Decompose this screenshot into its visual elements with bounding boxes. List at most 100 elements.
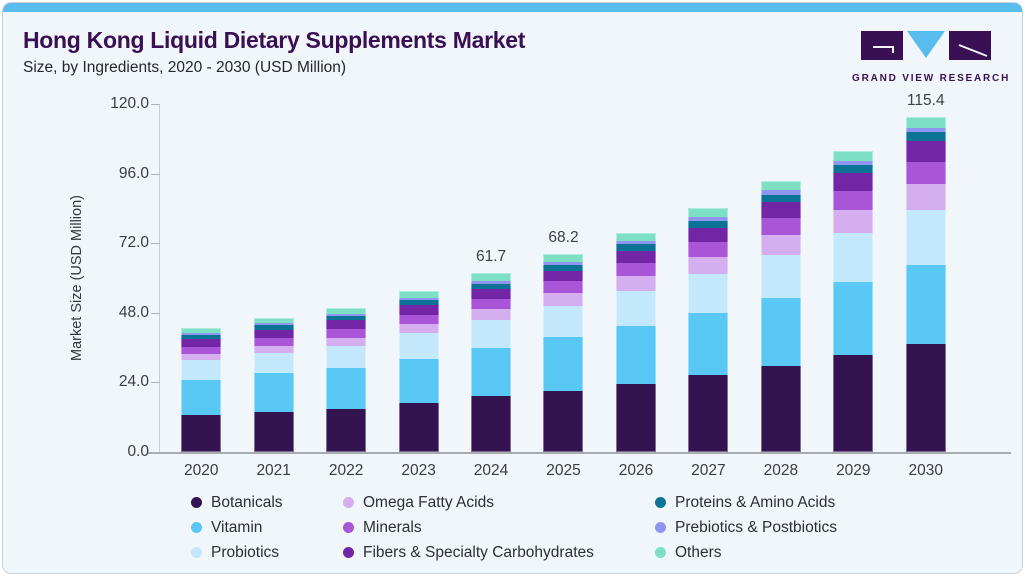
x-tick-label-2029: 2029	[836, 462, 871, 479]
segment-omega-fatty-acids	[398, 324, 439, 334]
segment-prebiotics-postbiotics	[326, 313, 367, 316]
segment-omega-fatty-acids	[471, 309, 512, 320]
segment-others	[688, 208, 729, 217]
x-tick-label-2022: 2022	[328, 462, 364, 479]
segment-proteins-amino-acids	[326, 315, 367, 321]
bar-2026	[615, 232, 656, 453]
segment-omega-fatty-acids	[326, 337, 367, 346]
segment-minerals	[398, 314, 439, 325]
segment-botanicals	[181, 414, 222, 452]
y-tick-label: 48.0	[118, 303, 149, 321]
segment-botanicals	[398, 403, 439, 452]
segment-probiotics	[833, 233, 874, 282]
segment-botanicals	[543, 390, 584, 452]
bar-2030	[905, 117, 946, 452]
segment-vitamin	[688, 313, 729, 376]
segment-minerals	[543, 281, 584, 294]
legend-dot-others	[655, 547, 666, 558]
legend-label: Others	[675, 543, 722, 561]
legend-label: Omega Fatty Acids	[363, 493, 494, 511]
x-tick-label-2027: 2027	[691, 462, 726, 479]
segment-omega-fatty-acids	[833, 210, 874, 234]
segment-omega-fatty-acids	[615, 276, 656, 291]
x-tick-label-2020: 2020	[183, 462, 219, 479]
brand-logo-icon	[861, 31, 991, 60]
segment-proteins-amino-acids	[615, 244, 656, 251]
segment-fibers-specialty-carbohydrates	[688, 227, 729, 242]
segment-prebiotics-postbiotics	[615, 240, 656, 245]
segment-omega-fatty-acids	[905, 183, 946, 210]
bar-2021	[253, 318, 294, 452]
segment-others	[615, 232, 656, 241]
segment-proteins-amino-acids	[760, 194, 801, 203]
x-axis-line	[148, 452, 1011, 454]
legend-dot-minerals	[343, 522, 354, 533]
segment-probiotics	[688, 273, 729, 314]
legend-label: Proteins & Amino Acids	[675, 493, 836, 511]
brand-logo: GRAND VIEW RESEARCH	[852, 29, 1008, 84]
legend-item-minerals: Minerals	[343, 519, 655, 537]
segment-vitamin	[471, 348, 512, 397]
y-tick-label: 72.0	[118, 234, 149, 252]
segment-vitamin	[253, 373, 294, 412]
legend-dot-probiotics	[191, 547, 202, 558]
chart-header: Hong Kong Liquid Dietary Supplements Mar…	[23, 27, 525, 77]
x-tick-label-2026: 2026	[618, 462, 654, 479]
bar-slot-2024: 61.7	[455, 104, 527, 452]
bar-2022	[326, 307, 367, 453]
x-axis-labels: 2020 2021 2022 2023 2024 2025 2026 2027 2028 2029…	[165, 462, 962, 480]
segment-vitamin	[543, 337, 584, 391]
segment-minerals	[688, 241, 729, 257]
bar-2023	[398, 291, 439, 452]
segment-vitamin	[833, 281, 874, 356]
segment-probiotics	[253, 352, 294, 374]
segment-others	[543, 254, 584, 262]
segment-others	[253, 318, 294, 324]
segment-vitamin	[326, 367, 367, 409]
legend-label: Minerals	[363, 518, 422, 536]
segment-omega-fatty-acids	[253, 345, 294, 353]
segment-probiotics	[543, 305, 584, 338]
legend-item-vitamin: Vitamin	[191, 519, 343, 537]
segment-proteins-amino-acids	[181, 334, 222, 339]
legend-dot-omega-fatty-acids	[343, 497, 354, 508]
y-tick-mark	[151, 382, 160, 384]
segment-prebiotics-postbiotics	[181, 332, 222, 335]
y-tick-mark	[151, 243, 160, 245]
legend-label: Botanicals	[211, 493, 283, 511]
y-tick-label: 24.0	[118, 373, 149, 391]
x-tick-label-2021: 2021	[256, 462, 291, 479]
legend-label: Probiotics	[211, 543, 280, 561]
segment-minerals	[760, 217, 801, 235]
legend-dot-fibers-specialty-carbohydrates	[343, 547, 354, 558]
y-tick-mark	[151, 452, 160, 453]
segment-minerals	[253, 337, 294, 346]
segment-omega-fatty-acids	[543, 293, 584, 306]
segment-probiotics	[905, 209, 946, 265]
segment-others	[181, 328, 222, 333]
segment-minerals	[833, 191, 874, 211]
total-label-2025: 68.2	[548, 229, 579, 247]
segment-others	[326, 307, 367, 314]
segment-prebiotics-postbiotics	[471, 280, 512, 284]
segment-probiotics	[471, 319, 512, 349]
bar-slot-2026	[600, 104, 672, 453]
segment-prebiotics-postbiotics	[688, 216, 729, 221]
y-tick-label: 0.0	[127, 443, 149, 460]
segment-prebiotics-postbiotics	[543, 261, 584, 266]
bar-2027	[688, 208, 729, 452]
legend-dot-vitamin	[191, 522, 202, 533]
bar-slot-2027	[672, 104, 744, 452]
segment-fibers-specialty-carbohydrates	[253, 329, 294, 338]
legend-item-others: Others	[655, 544, 935, 562]
x-tick-label-2023: 2023	[401, 462, 436, 479]
segment-proteins-amino-acids	[688, 220, 729, 228]
page-title: Hong Kong Liquid Dietary Supplements Mar…	[23, 27, 526, 53]
segment-probiotics	[181, 360, 222, 380]
segment-botanicals	[471, 396, 512, 452]
segment-others	[760, 181, 801, 191]
segment-proteins-amino-acids	[543, 265, 584, 272]
segment-minerals	[326, 329, 367, 338]
legend-dot-botanicals	[191, 497, 202, 508]
